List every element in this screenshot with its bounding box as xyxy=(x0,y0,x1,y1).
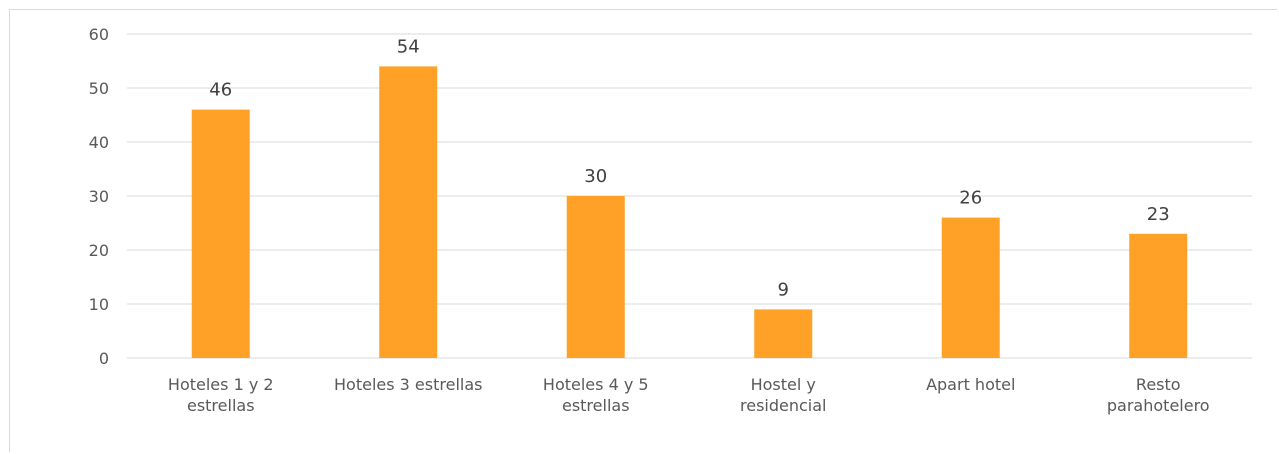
bar xyxy=(754,309,813,358)
y-tick-label: 30 xyxy=(89,187,109,206)
y-tick-label: 20 xyxy=(89,241,109,260)
y-tick-label: 10 xyxy=(89,295,109,314)
data-labels: 46 54 30 9 26 23 xyxy=(209,36,1169,300)
data-label: 46 xyxy=(209,80,232,101)
y-tick-label: 0 xyxy=(99,349,109,368)
bar xyxy=(566,196,625,358)
y-tick-label: 40 xyxy=(89,133,109,152)
bar xyxy=(379,66,438,359)
category-label: Apart hotel xyxy=(926,375,1015,394)
category-label: Hoteles 4 y 5 estrellas xyxy=(543,375,649,415)
category-label: Hoteles 3 estrellas xyxy=(334,375,482,394)
y-tick-label: 50 xyxy=(89,79,109,98)
bar xyxy=(941,217,1000,358)
data-label: 30 xyxy=(584,166,607,187)
bar xyxy=(1129,233,1188,358)
category-label: Resto parahotelero xyxy=(1107,375,1210,415)
data-label: 54 xyxy=(397,36,420,57)
bar xyxy=(191,109,250,358)
y-axis-tick-labels: 0 10 20 30 40 50 60 xyxy=(89,25,109,368)
data-label: 23 xyxy=(1147,204,1170,225)
category-label: Hostel y residencial xyxy=(740,375,826,415)
data-label: 26 xyxy=(959,188,982,209)
y-tick-label: 60 xyxy=(89,25,109,44)
bars xyxy=(191,66,1188,359)
data-label: 9 xyxy=(778,279,789,300)
category-label: Hoteles 1 y 2 estrellas xyxy=(168,375,274,415)
x-axis-category-labels: Hoteles 1 y 2 estrellas Hoteles 3 estrella… xyxy=(168,375,1210,415)
gridlines xyxy=(127,33,1252,359)
